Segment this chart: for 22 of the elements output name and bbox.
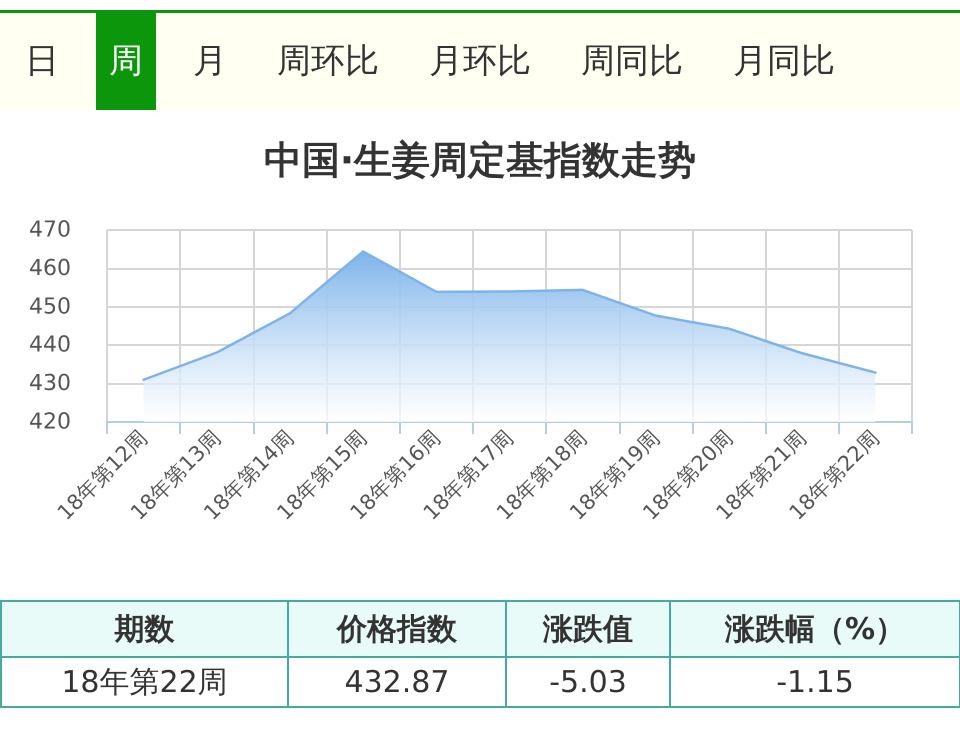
text: 月同比 — [732, 40, 836, 83]
text: 周同比 — [580, 40, 684, 83]
text: -1.15 — [670, 657, 960, 707]
text: 涨跌幅（%） — [670, 601, 960, 657]
text: 周 — [96, 13, 156, 110]
y-tick-label: 420 — [29, 410, 71, 434]
text: 期数 — [1, 601, 288, 657]
text: 日 — [24, 40, 60, 83]
text: 18年第22周 — [1, 657, 288, 707]
text: 价格指数 — [288, 601, 506, 657]
text: 涨跌值 — [506, 601, 670, 657]
y-tick-label: 460 — [29, 256, 71, 281]
text: 周环比 — [276, 40, 380, 83]
y-tick-label: 430 — [29, 371, 71, 396]
y-tick-label: 440 — [29, 332, 71, 358]
text: 月 — [192, 40, 228, 83]
text: 432.87 — [288, 657, 506, 707]
text: 月环比 — [428, 40, 532, 83]
chart-title: 中国·生姜周定基指数走势 — [264, 138, 696, 182]
text: -5.03 — [506, 657, 670, 707]
y-tick-label: 450 — [29, 294, 71, 320]
y-tick-label: 470 — [29, 218, 71, 242]
